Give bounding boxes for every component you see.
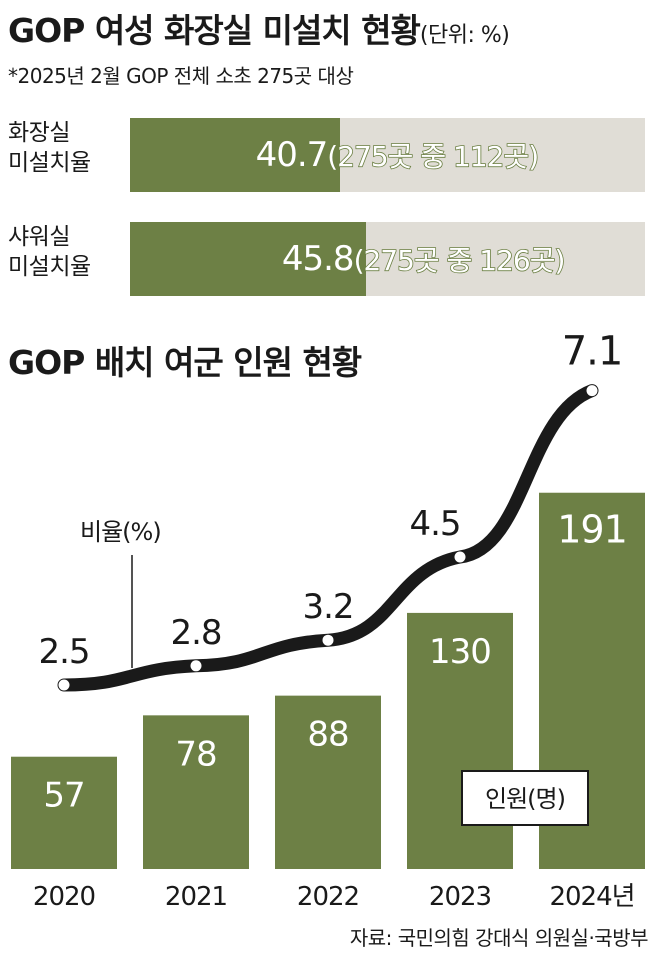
hbar-label-line2: 미설치율 — [8, 150, 91, 176]
hbar-label-line1: 화장실 — [8, 120, 70, 146]
ratio-value-label: 4.5 — [409, 504, 460, 544]
count-legend-label: 인원(명) — [485, 785, 565, 813]
count-legend-box — [461, 770, 589, 826]
hbar-value-shower: 45.8(275곳 중 126곳) — [281, 239, 566, 279]
x-tick-label: 2020 — [33, 882, 95, 912]
title-top-unit: (단위: %) — [419, 23, 510, 48]
x-tick-label: 2022 — [297, 882, 359, 912]
bar-2023 — [407, 612, 513, 869]
title-top-text: GOP 여성 화장실 미설치 현황 — [8, 11, 421, 50]
x-tick-label: 2023 — [429, 882, 491, 912]
bar-2022 — [275, 695, 381, 869]
x-tick-label: 2024년 — [549, 882, 634, 912]
hbar-label-toilet: 화장실 미설치율 — [8, 118, 91, 178]
bar-value-label: 130 — [429, 632, 491, 672]
hbar-value-number: 45.8 — [281, 239, 355, 279]
hbar-value-number: 40.7 — [255, 135, 329, 175]
source-note: 자료: 국민의힘 강대식 의원실·국방부 — [349, 926, 649, 950]
ratio-point — [190, 660, 202, 672]
hbar-value-detail: (275곳 중 126곳) — [353, 243, 566, 278]
ratio-point — [58, 679, 70, 691]
hbar-value-detail: (275곳 중 112곳) — [326, 139, 539, 174]
ratio-point — [586, 385, 598, 397]
ratio-point — [454, 551, 466, 563]
bar-value-label: 57 — [43, 776, 84, 816]
chart-title-bottom: GOP 배치 여군 인원 현황 — [8, 343, 362, 382]
chart-title-top: GOP 여성 화장실 미설치 현황(단위: %) — [8, 4, 510, 52]
x-tick-label: 2021 — [165, 882, 227, 912]
bar-2020 — [11, 756, 117, 869]
hbar-track-toilet: 40.7(275곳 중 112곳) — [130, 118, 645, 192]
hbar-fill-toilet — [130, 118, 340, 192]
bar-value-label: 88 — [307, 715, 348, 755]
hbar-fill-shower — [130, 222, 366, 296]
bar-2021 — [143, 715, 249, 869]
ratio-point — [322, 634, 334, 646]
ratio-legend-label: 비율(%) — [80, 518, 161, 546]
hbar-track-shower: 45.8(275곳 중 126곳) — [130, 222, 645, 296]
ratio-line — [57, 384, 599, 692]
bar-value-label: 78 — [175, 734, 216, 774]
ratio-value-label: 2.5 — [38, 632, 89, 672]
hbar-label-shower: 샤워실 미설치율 — [8, 222, 91, 282]
survey-note: *2025년 2월 GOP 전체 소초 275곳 대상 — [8, 64, 354, 88]
bar-value-label: 191 — [557, 508, 627, 552]
ratio-value-label: 7.1 — [562, 329, 623, 375]
hbar-label-line2: 미설치율 — [8, 254, 91, 280]
ratio-value-label: 2.8 — [170, 613, 221, 653]
ratio-value-label: 3.2 — [302, 587, 353, 627]
hbar-value-toilet: 40.7(275곳 중 112곳) — [255, 135, 540, 175]
hbar-label-line1: 샤워실 — [8, 224, 70, 250]
